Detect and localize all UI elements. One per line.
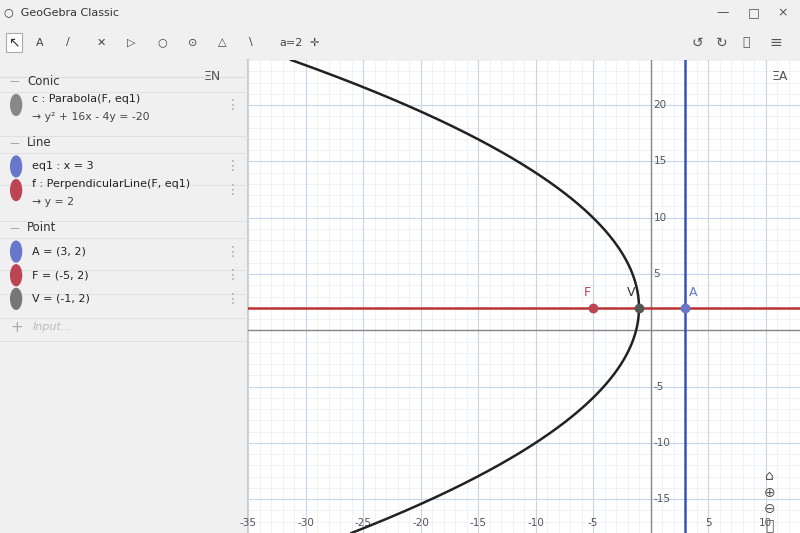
Text: ○  GeoGebra Classic: ○ GeoGebra Classic [4, 7, 119, 18]
Text: A: A [689, 287, 697, 300]
Text: +: + [10, 320, 22, 335]
Text: -10: -10 [654, 438, 670, 448]
Text: ≡: ≡ [770, 35, 782, 50]
Text: V = (-1, 2): V = (-1, 2) [32, 294, 90, 304]
Text: Point: Point [27, 221, 57, 235]
Text: -5: -5 [654, 382, 664, 392]
Text: Input...: Input... [32, 322, 71, 332]
Text: f : PerpendicularLine(F, eq1): f : PerpendicularLine(F, eq1) [32, 180, 190, 189]
Text: A: A [36, 37, 44, 47]
Text: → y = 2: → y = 2 [32, 197, 74, 207]
Text: ↖: ↖ [8, 36, 20, 50]
Circle shape [10, 241, 22, 262]
Text: —: — [10, 223, 20, 233]
Text: —: — [10, 76, 20, 86]
Text: □: □ [748, 6, 760, 19]
Text: ⋮: ⋮ [226, 268, 239, 282]
Text: ▷: ▷ [127, 37, 136, 47]
Text: -30: -30 [297, 519, 314, 529]
Text: ✕: ✕ [97, 37, 106, 47]
Text: eq1 : x = 3: eq1 : x = 3 [32, 161, 94, 172]
Circle shape [10, 156, 22, 177]
Text: c : Parabola(F, eq1): c : Parabola(F, eq1) [32, 94, 141, 104]
Text: 15: 15 [654, 156, 666, 166]
Text: Line: Line [27, 136, 52, 149]
Text: -25: -25 [354, 519, 371, 529]
Text: ⋮: ⋮ [226, 98, 239, 112]
Text: F: F [583, 287, 590, 300]
Text: ✛: ✛ [310, 37, 319, 47]
Circle shape [10, 94, 22, 115]
Text: —: — [10, 138, 20, 148]
Text: 20: 20 [654, 100, 666, 110]
Text: ○: ○ [158, 37, 167, 47]
Text: ⋮: ⋮ [226, 245, 239, 259]
Text: 10: 10 [654, 213, 666, 223]
Text: F = (-5, 2): F = (-5, 2) [32, 270, 89, 280]
Text: △: △ [218, 37, 227, 47]
Text: 10: 10 [759, 519, 772, 529]
Text: ⊖: ⊖ [764, 502, 775, 516]
Text: ⋮: ⋮ [226, 159, 239, 173]
Text: Conic: Conic [27, 75, 60, 88]
Text: → y² + 16x - 4y = -20: → y² + 16x - 4y = -20 [32, 112, 150, 122]
Text: ↺: ↺ [692, 36, 704, 50]
Text: ⊕: ⊕ [764, 486, 775, 500]
Circle shape [10, 288, 22, 309]
Text: /: / [66, 37, 70, 47]
Text: ⌂: ⌂ [766, 469, 774, 483]
Text: V: V [627, 287, 635, 300]
Text: ↻: ↻ [716, 36, 728, 50]
Text: —: — [716, 6, 729, 19]
Text: -5: -5 [588, 519, 598, 529]
Text: ⋮: ⋮ [226, 292, 239, 306]
Text: -10: -10 [527, 519, 544, 529]
Text: ⋮: ⋮ [226, 183, 239, 197]
Text: ⊙: ⊙ [188, 37, 198, 47]
Text: -35: -35 [239, 519, 257, 529]
Text: 5: 5 [705, 519, 711, 529]
Text: \: \ [249, 37, 253, 47]
Text: -15: -15 [654, 494, 670, 504]
Text: ×: × [778, 6, 788, 19]
Text: 5: 5 [654, 269, 660, 279]
Text: ⤢: ⤢ [766, 519, 774, 533]
Text: ΞN: ΞN [203, 70, 221, 83]
Text: 🔍: 🔍 [742, 36, 750, 49]
Circle shape [10, 265, 22, 286]
Text: -20: -20 [412, 519, 429, 529]
Circle shape [10, 180, 22, 200]
Text: -15: -15 [470, 519, 486, 529]
Text: a=2: a=2 [279, 37, 302, 47]
Text: A = (3, 2): A = (3, 2) [32, 247, 86, 256]
Text: ΞA: ΞA [772, 70, 788, 83]
